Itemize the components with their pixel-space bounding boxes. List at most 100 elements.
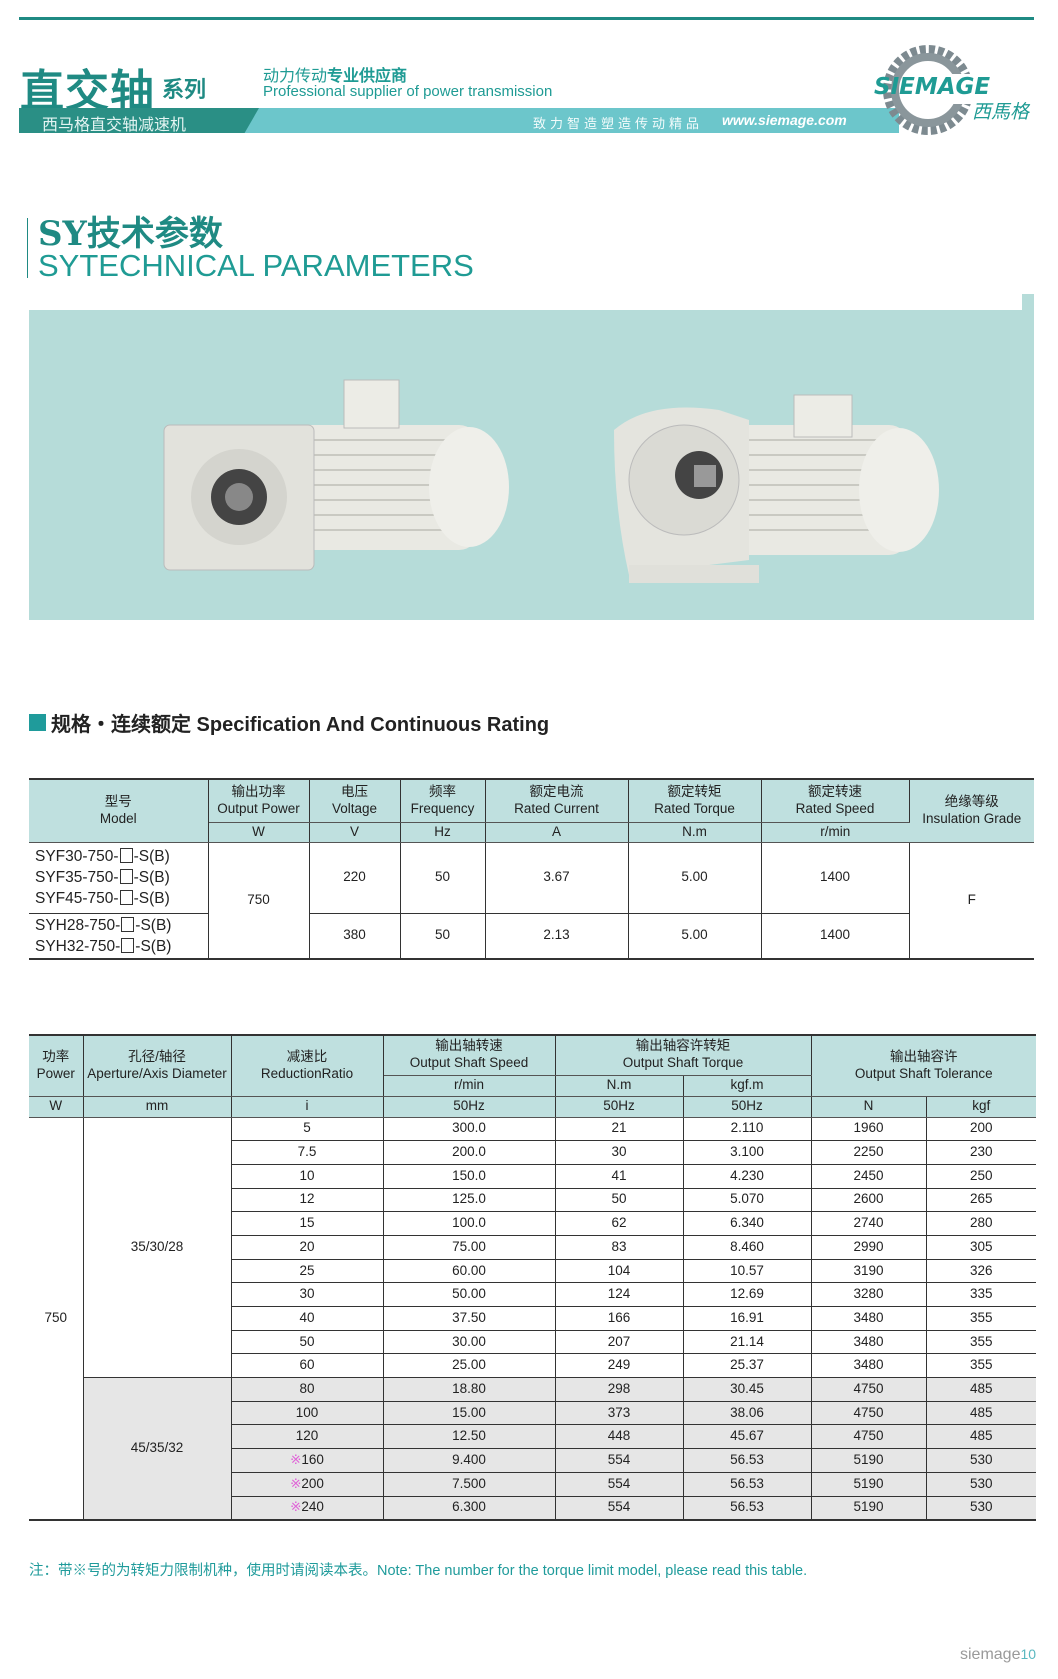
torque-nm-cell: 373 — [555, 1401, 684, 1426]
band-product-name: 西马格直交轴减速机 — [42, 117, 187, 134]
table-row: 12 125.0 50 5.070 2600 265 — [29, 1188, 1036, 1213]
unit-speed: r/min — [761, 822, 909, 843]
torque-limit-mark: ※ — [290, 1475, 302, 1491]
ratio-cell: 80 — [231, 1377, 384, 1402]
tolerance-kgf-cell: 530 — [926, 1448, 1036, 1473]
col-torque: 额定转矩 Rated Torque — [628, 779, 762, 823]
ratio-value: 60 — [299, 1357, 315, 1373]
speed-cell: 150.0 — [383, 1164, 556, 1189]
table-row: ※160 9.400 554 56.53 5190 530 — [29, 1448, 1036, 1473]
spec-heading-text: 规格・连续额定 Specification And Continuous Rat… — [51, 714, 550, 736]
torque-nm-cell: 554 — [555, 1496, 684, 1521]
unit-row: W mm i 50Hz 50Hz 50Hz N kgf — [29, 1096, 1036, 1118]
ratio-cell: 12 — [231, 1188, 384, 1213]
torque-kgfm-cell: 38.06 — [683, 1401, 812, 1426]
ratio-cell: 7.5 — [231, 1140, 384, 1165]
model-cell: SYF30-750- -S(B) SYF35-750- -S(B) SYF45-75… — [29, 842, 209, 914]
torque-nm-cell: 83 — [555, 1235, 684, 1260]
current-cell: 2.13 — [485, 913, 629, 960]
page-number: 10 — [1020, 1646, 1037, 1662]
torque-kgfm-cell: 6.340 — [683, 1211, 812, 1236]
torque-kgfm-cell: 56.53 — [683, 1496, 812, 1521]
ratio-value: 12 — [299, 1191, 315, 1207]
voltage-cell: 220 — [309, 842, 401, 914]
tolerance-kgf-cell: 485 — [926, 1401, 1036, 1426]
tolerance-kgf-cell: 200 — [926, 1117, 1036, 1142]
col-voltage: 电压 Voltage — [309, 779, 401, 823]
unit-aperture: mm — [83, 1096, 232, 1118]
torque-nm-cell: 554 — [555, 1448, 684, 1473]
website-link[interactable]: www.siemage.com — [722, 112, 847, 128]
speed-cell: 7.500 — [383, 1472, 556, 1497]
torque-kgfm-cell: 12.69 — [683, 1282, 812, 1307]
speed-cell: 50.00 — [383, 1282, 556, 1307]
tolerance-kgf-cell: 355 — [926, 1306, 1036, 1331]
torque-kgfm-cell: 56.53 — [683, 1472, 812, 1497]
col-power: 功率 Power — [29, 1035, 84, 1097]
tolerance-kgf-cell: 280 — [926, 1211, 1036, 1236]
unit-kgfm: 50Hz — [683, 1096, 812, 1118]
header-band-left — [19, 108, 259, 133]
torque-limit-mark: ※ — [290, 1452, 302, 1468]
tolerance-kgf-cell: 355 — [926, 1330, 1036, 1355]
torque-nm-cell: 104 — [555, 1259, 684, 1284]
speed-cell: 1400 — [761, 842, 910, 914]
col-power: 输出功率 Output Power — [208, 779, 310, 823]
gearmotor-flange-image — [163, 379, 509, 571]
ratio-value: 25 — [299, 1262, 315, 1278]
tolerance-n-cell: 4750 — [811, 1401, 927, 1426]
ratio-value: 240 — [301, 1499, 324, 1515]
speed-cell: 18.80 — [383, 1377, 556, 1402]
placeholder-box-icon — [121, 937, 135, 953]
speed-cell: 300.0 — [383, 1117, 556, 1142]
ratio-cell: 15 — [231, 1211, 384, 1236]
gearmotor-images — [163, 379, 939, 583]
section-accent-bar — [27, 218, 28, 278]
tolerance-kgf-cell: 250 — [926, 1164, 1036, 1189]
torque-nm-cell: 298 — [555, 1377, 684, 1402]
speed-cell: 9.400 — [383, 1448, 556, 1473]
unit-nm: 50Hz — [555, 1096, 684, 1118]
unit-current: A — [485, 822, 629, 843]
unit-power: W — [29, 1096, 84, 1118]
ratio-table-body: 750 35/30/28 5 300.0 21 2.110 1960 200 7.5 200.0 3… — [29, 1117, 1036, 1521]
unit-row: W V Hz A N.m r/min — [29, 822, 1034, 843]
unit-voltage: V — [309, 822, 401, 843]
table-row: 40 37.50 166 16.91 3480 355 — [29, 1306, 1036, 1331]
slogan-cn-light: 动力传动 — [263, 68, 328, 85]
torque-kgfm-cell: 21.14 — [683, 1330, 812, 1355]
col-current: 额定电流 Rated Current — [485, 779, 629, 823]
footer-brand: siemage — [960, 1646, 1021, 1663]
ratio-cell: ※240 — [231, 1496, 384, 1521]
logo-wordmark: SIEMAGE — [874, 74, 990, 100]
speed-cell: 125.0 — [383, 1188, 556, 1213]
unit-n: N — [811, 1096, 927, 1118]
col-model: 型号 Model — [29, 779, 209, 843]
table-row: 30 50.00 124 12.69 3280 335 — [29, 1282, 1036, 1307]
tolerance-n-cell: 3480 — [811, 1330, 927, 1355]
section-title-cn: SY技术参数 — [38, 214, 223, 254]
voltage-cell: 380 — [309, 913, 401, 960]
header-row: 型号 Model 输出功率 Output Power 电压 Voltage 频率 Fre… — [29, 779, 1034, 843]
tolerance-n-cell: 1960 — [811, 1117, 927, 1142]
siemage-logo: SIEMAGE 西馬格 — [874, 45, 1031, 135]
gearmotor-foot-image — [614, 394, 939, 583]
unit-power: W — [208, 822, 310, 843]
speed-cell: 37.50 — [383, 1306, 556, 1331]
insulation-cell: F — [909, 842, 1034, 960]
table-row: 7.5 200.0 30 3.100 2250 230 — [29, 1140, 1036, 1165]
col-speed: 额定转速 Rated Speed — [761, 779, 910, 823]
torque-kgfm-cell: 30.45 — [683, 1377, 812, 1402]
torque-nm-cell: 448 — [555, 1424, 684, 1450]
torque-nm-cell: 62 — [555, 1211, 684, 1236]
unit-ratio: i — [231, 1096, 384, 1118]
torque-kgfm-cell: 45.67 — [683, 1424, 812, 1450]
model-cell: SYH28-750- -S(B) SYH32-750- -S(B) — [29, 913, 209, 960]
tolerance-kgf-cell: 530 — [926, 1496, 1036, 1521]
frequency-cell: 50 — [400, 842, 486, 914]
tolerance-kgf-cell: 326 — [926, 1259, 1036, 1284]
top-rule — [19, 17, 1034, 20]
tolerance-kgf-cell: 485 — [926, 1424, 1036, 1450]
power-cell: 750 — [29, 1117, 84, 1521]
current-cell: 3.67 — [485, 842, 629, 914]
